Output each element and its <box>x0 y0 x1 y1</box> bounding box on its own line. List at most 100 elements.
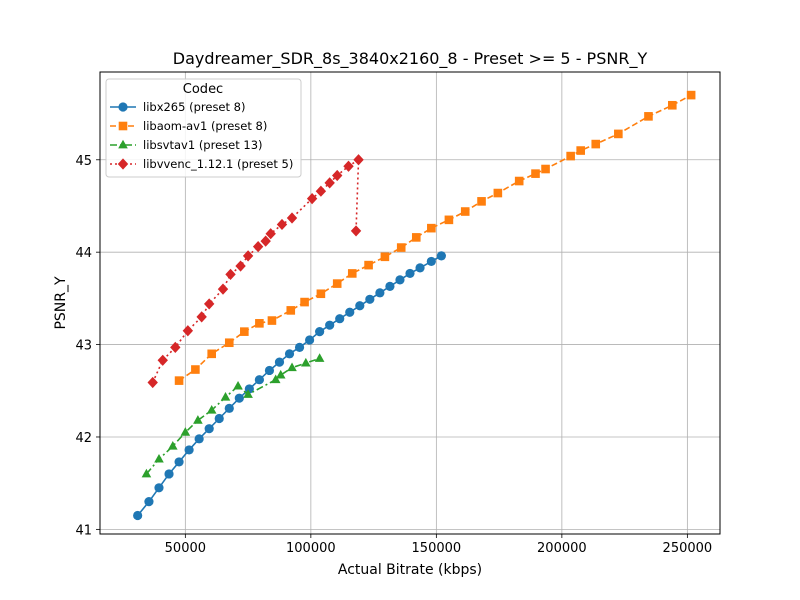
data-point <box>541 164 550 174</box>
data-point <box>255 319 264 328</box>
data-point <box>284 349 295 359</box>
series-1 <box>133 251 446 521</box>
y-tick-label: 45 <box>75 154 92 169</box>
y-tick-label: 42 <box>75 431 92 446</box>
data-point <box>306 192 318 205</box>
legend-swatch-marker <box>118 139 128 149</box>
data-point <box>147 376 158 389</box>
data-point <box>324 177 335 189</box>
series-line <box>151 158 360 383</box>
data-point <box>286 212 298 224</box>
data-point <box>133 510 143 521</box>
data-point <box>614 129 623 139</box>
data-point <box>260 235 271 247</box>
data-point <box>206 404 217 414</box>
series-2 <box>174 90 696 385</box>
data-point <box>265 228 276 240</box>
data-point <box>217 283 229 295</box>
data-point <box>184 445 194 455</box>
data-point <box>154 483 164 493</box>
data-point <box>415 263 425 273</box>
data-point <box>141 468 152 478</box>
series-4 <box>147 154 364 389</box>
data-point <box>286 306 296 315</box>
data-point <box>267 316 277 325</box>
data-point <box>220 392 231 401</box>
data-point <box>365 294 375 304</box>
series-line <box>145 357 320 475</box>
data-point <box>396 243 406 252</box>
series-3 <box>141 353 325 478</box>
data-point <box>204 424 214 434</box>
axis-ticks: 50000 100000 150000 200000 250000 41 42 43 44 45 <box>75 154 712 556</box>
data-point <box>225 268 236 280</box>
data-point <box>157 354 168 366</box>
x-tick-label: 100000 <box>286 541 336 556</box>
legend-entry-label: libx265 (preset 8) <box>143 100 245 114</box>
data-point <box>315 185 327 197</box>
data-point <box>174 457 184 467</box>
data-point <box>668 100 677 110</box>
data-point <box>182 325 194 337</box>
data-point <box>224 338 234 348</box>
data-point <box>531 169 540 178</box>
data-point <box>276 218 288 231</box>
data-point <box>235 260 246 272</box>
data-point <box>576 146 585 155</box>
data-point <box>411 233 421 242</box>
data-point <box>314 353 325 362</box>
data-point <box>566 151 575 161</box>
data-point <box>154 453 164 463</box>
data-point <box>240 327 249 336</box>
data-point <box>375 288 385 298</box>
data-point <box>207 349 217 359</box>
data-point <box>193 415 203 424</box>
data-point <box>224 403 234 413</box>
data-point <box>686 90 696 100</box>
legend-entry-label: libsvtav1 (preset 13) <box>143 138 263 152</box>
data-point <box>243 389 253 398</box>
data-point <box>514 176 524 186</box>
legend-swatch-marker <box>117 158 129 170</box>
data-point <box>304 335 315 345</box>
data-point <box>325 320 335 330</box>
data-point <box>170 341 181 353</box>
series-line <box>137 255 442 517</box>
x-tick-label: 150000 <box>412 541 462 556</box>
plot-series <box>133 90 696 521</box>
legend-title: Codec <box>183 82 223 97</box>
data-point <box>591 139 601 149</box>
data-point <box>252 241 264 253</box>
data-point <box>203 298 215 310</box>
x-axis-label: Actual Bitrate (kbps) <box>338 562 482 578</box>
y-tick-label: 44 <box>75 246 92 261</box>
data-point <box>644 112 653 121</box>
data-point <box>427 223 436 233</box>
data-point <box>332 279 342 288</box>
y-tick-label: 43 <box>75 339 92 354</box>
data-point <box>254 375 264 385</box>
data-point <box>364 260 373 270</box>
data-point <box>355 301 365 311</box>
data-point <box>301 357 311 367</box>
data-point <box>233 380 243 390</box>
plot-frame <box>99 71 721 535</box>
y-tick-label: 41 <box>75 523 92 538</box>
data-point <box>270 374 281 384</box>
data-point <box>242 250 254 262</box>
data-point <box>164 469 174 479</box>
data-point <box>345 307 355 317</box>
legend-entry-label: libaom-av1 (preset 8) <box>143 119 267 133</box>
data-point <box>194 434 204 444</box>
data-point <box>380 252 390 262</box>
x-tick-label: 200000 <box>537 541 587 556</box>
legend-swatch-marker <box>118 102 128 112</box>
data-point <box>191 365 200 374</box>
data-point <box>214 413 224 424</box>
data-point <box>287 362 297 372</box>
legend-swatch-marker <box>118 121 128 131</box>
y-axis-label: PSNR_Y <box>53 276 69 330</box>
x-tick-label: 250000 <box>663 541 713 556</box>
data-point <box>477 197 486 206</box>
